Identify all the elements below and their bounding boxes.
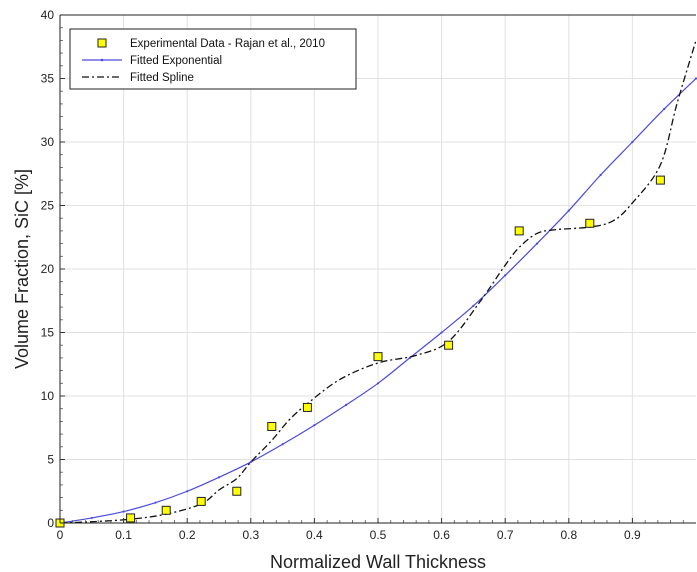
- x-tick-label: 0.3: [242, 528, 259, 542]
- x-tick-label: 0.9: [624, 528, 641, 542]
- exponential-fit-point: [631, 140, 634, 144]
- x-tick-label: 0.8: [560, 528, 577, 542]
- x-tick-label: 0: [57, 528, 64, 542]
- exponential-fit-point: [186, 490, 189, 493]
- y-tick-label: 30: [41, 135, 55, 149]
- y-tick-label: 5: [47, 453, 54, 467]
- y-tick-label: 25: [41, 199, 55, 213]
- y-tick-label: 0: [47, 516, 54, 530]
- y-tick-label: 10: [41, 389, 55, 403]
- data-point: [232, 486, 242, 496]
- x-tick-label: 0.4: [306, 528, 323, 542]
- exponential-fit-point: [122, 510, 125, 513]
- exponential-fit-point: [504, 274, 507, 277]
- exponential-fit-point: [535, 242, 539, 245]
- exponential-fit-point: [376, 382, 380, 385]
- legend: Experimental Data - Rajan et al., 2010 Fi…: [69, 28, 357, 90]
- y-axis-title: Volume Fraction, SiC [%]: [12, 169, 32, 369]
- data-point: [373, 352, 383, 362]
- y-tick-label: 35: [41, 72, 55, 86]
- exponential-fit-point: [472, 304, 475, 307]
- x-tick-label: 0.5: [370, 528, 387, 542]
- legend-label: Fitted Spline: [130, 72, 194, 84]
- exponential-fit-point: [313, 424, 316, 427]
- data-point: [126, 513, 136, 523]
- x-tick-label: 0.6: [433, 528, 450, 542]
- exponential-fit-point: [694, 77, 697, 80]
- data-point: [585, 218, 595, 228]
- tick-labels: 0 0.1 0.2 0.3 0.4 0.5 0.6 0.7 0.8 0.9 0 5 10 15 20 25 30…: [41, 8, 641, 542]
- exponential-fit-point: [663, 107, 666, 111]
- grid: [60, 14, 696, 523]
- legend-point-exponential: [100, 58, 104, 62]
- data-point: [302, 402, 312, 412]
- exponential-fit-point: [154, 501, 157, 504]
- y-tick-label: 15: [41, 326, 55, 340]
- exponential-fit-point: [281, 443, 284, 446]
- x-axis-title: Normalized Wall Thickness: [270, 552, 486, 572]
- data-point: [514, 226, 524, 236]
- exponential-fit-point: [345, 403, 348, 406]
- exponential-fit-point: [249, 460, 252, 464]
- legend-label: Fitted Exponential: [130, 55, 222, 67]
- x-tick-label: 0.1: [115, 528, 132, 542]
- legend-marker-experimental: [97, 38, 107, 48]
- legend-box: [69, 28, 357, 90]
- exponential-fit-point: [217, 476, 221, 479]
- exponential-fit-point: [567, 209, 570, 212]
- exponential-fit-point: [440, 331, 443, 334]
- series-layer: [55, 40, 697, 528]
- legend-label: Experimental Data - Rajan et al., 2010: [130, 38, 325, 50]
- y-tick-label: 20: [41, 262, 55, 276]
- data-point: [267, 421, 277, 431]
- data-point: [655, 175, 665, 185]
- y-tick-label: 40: [41, 8, 55, 22]
- data-point: [444, 340, 454, 350]
- x-tick-label: 0.2: [179, 528, 196, 542]
- exponential-fit-point: [90, 516, 93, 520]
- axes: [59, 14, 696, 524]
- data-point: [196, 496, 206, 506]
- x-tick-label: 0.7: [497, 528, 514, 542]
- exponential-fit-point: [599, 173, 602, 177]
- data-point: [161, 505, 171, 515]
